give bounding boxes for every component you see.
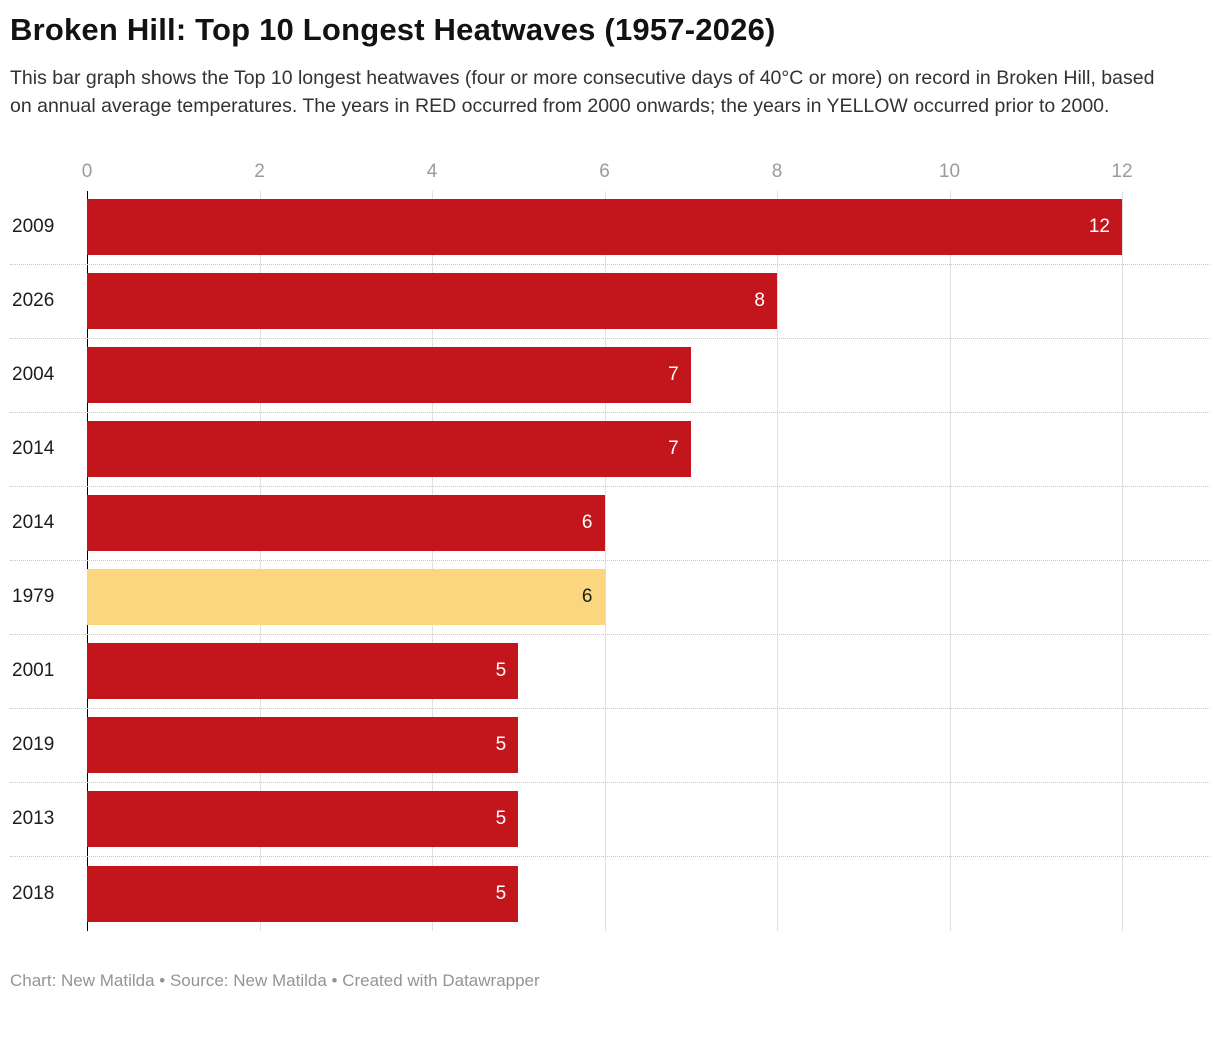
chart-row: 2026 8 [10,265,1210,339]
chart-row: 2019 5 [10,709,1210,783]
bar-track: 6 [87,569,1122,626]
gridline [777,190,778,931]
bar: 5 [87,643,519,700]
bar-track: 6 [87,495,1122,552]
x-axis-tick-label: 8 [771,160,783,182]
category-label: 2004 [12,364,55,386]
category-label: 2019 [12,734,55,756]
x-axis-tick-label: 2 [254,160,265,182]
x-axis-tick-label: 12 [1111,160,1133,182]
bar: 7 [87,421,691,478]
category-label: 2018 [12,882,55,904]
chart-row: 2018 5 [10,857,1210,931]
value-label: 5 [495,882,507,904]
bar-track: 5 [87,865,1122,922]
bar: 5 [87,717,519,774]
gridline [259,190,261,931]
x-axis-tick-label: 4 [426,160,438,182]
bar: 6 [87,495,605,552]
value-label: 6 [581,512,593,534]
chart-row: 1979 6 [10,561,1210,635]
chart-title: Broken Hill: Top 10 Longest Heatwaves (1… [10,12,776,47]
bar-chart: 0 2 4 6 8 10 12 2009 12 2026 8 2004 7 2014 7 2014 6 1979… [10,149,1210,931]
x-axis-tick-label: 10 [938,160,961,182]
chart-description: This bar graph shows the Top 10 longest … [10,67,1155,118]
bar-track: 7 [87,347,1122,404]
value-label: 7 [668,438,679,460]
bar-rows: 2009 12 2026 8 2004 7 2014 7 2014 6 1979 6 2001 5 2019… [10,191,1210,931]
chart-row: 2013 5 [10,783,1210,857]
bar-track: 5 [87,643,1122,700]
chart-row: 2004 7 [10,339,1210,413]
bar-track: 8 [87,273,1122,330]
category-label: 2026 [12,290,55,312]
plot-area: 2009 12 2026 8 2004 7 2014 7 2014 6 1979 6 2001 5 2019… [10,190,1210,931]
bar: 12 [87,199,1122,256]
bar: 6 [87,569,605,626]
chart-footer: Chart: New Matilda • Source: New Matilda… [10,970,540,990]
bar-track: 5 [87,717,1122,774]
gridline [432,190,433,931]
chart-row: 2001 5 [10,635,1210,709]
bar: 7 [87,347,691,404]
category-label: 2014 [12,512,55,534]
value-label: 5 [495,808,507,830]
value-label: 7 [668,364,679,386]
chart-row: 2014 7 [10,413,1210,487]
value-label: 5 [495,660,507,682]
category-label: 1979 [12,586,55,608]
bar-track: 7 [87,421,1122,478]
bar: 5 [87,791,519,848]
chart-row: 2014 6 [10,487,1210,561]
x-axis-tick-label: 0 [81,160,93,182]
category-label: 2001 [12,660,55,682]
value-label: 5 [495,734,507,756]
bar: 8 [87,273,777,330]
axis-zero-line [87,190,88,931]
value-label: 8 [754,290,765,312]
gridline [949,190,951,931]
bar-track: 12 [87,199,1122,256]
value-label: 12 [1088,216,1110,238]
category-label: 2009 [12,216,55,238]
gridline [604,190,606,931]
x-axis: 0 2 4 6 8 10 12 [82,149,1133,191]
bar: 5 [87,865,519,922]
category-label: 2013 [12,808,55,830]
gridline [1122,190,1123,931]
bar-track: 5 [87,791,1122,848]
value-label: 6 [581,586,593,608]
chart-row: 2009 12 [10,191,1210,265]
x-axis-tick-label: 6 [599,160,610,182]
gridlines-layer [87,190,1123,931]
category-label: 2014 [12,438,55,460]
